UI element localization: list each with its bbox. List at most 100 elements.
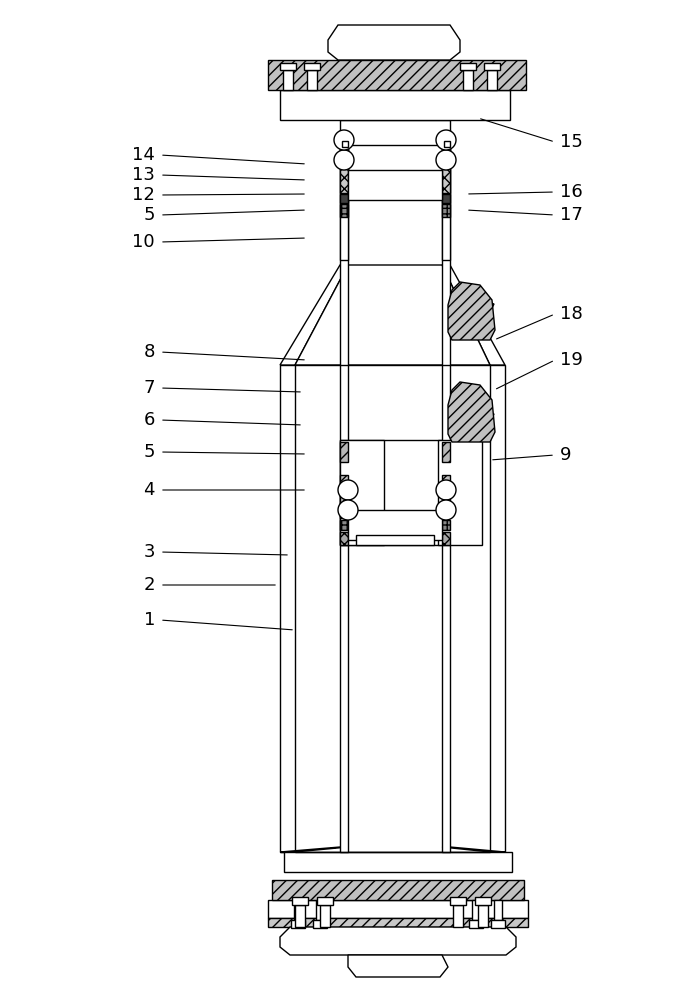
Text: 9: 9 <box>560 446 571 464</box>
Bar <box>442 204 450 217</box>
Bar <box>340 145 348 260</box>
Bar <box>307 70 317 90</box>
Bar <box>484 63 500 70</box>
Polygon shape <box>448 282 495 340</box>
Text: 4: 4 <box>143 481 155 499</box>
Polygon shape <box>348 955 448 977</box>
Polygon shape <box>295 265 490 365</box>
Text: 17: 17 <box>560 206 583 224</box>
Bar <box>313 920 327 928</box>
Bar <box>283 70 293 90</box>
Bar <box>469 920 483 928</box>
Text: 2: 2 <box>143 576 155 594</box>
Bar <box>340 204 348 217</box>
Circle shape <box>436 500 456 520</box>
Bar <box>442 532 450 545</box>
Bar <box>340 532 348 545</box>
Bar <box>268 918 528 927</box>
Polygon shape <box>442 847 505 852</box>
Bar <box>348 170 442 200</box>
Bar <box>280 365 295 852</box>
Bar <box>442 145 450 167</box>
Polygon shape <box>280 847 348 852</box>
Bar <box>340 169 348 193</box>
Bar <box>317 897 333 905</box>
Bar <box>272 880 524 900</box>
Bar <box>490 365 505 852</box>
Bar <box>463 70 473 90</box>
Bar <box>442 145 450 260</box>
Text: 15: 15 <box>560 133 583 151</box>
Circle shape <box>436 150 456 170</box>
Bar <box>494 900 502 920</box>
Text: 6: 6 <box>144 411 155 429</box>
Circle shape <box>436 130 456 150</box>
Polygon shape <box>442 265 505 365</box>
Polygon shape <box>455 402 494 422</box>
Bar <box>304 63 320 70</box>
Text: 16: 16 <box>560 183 582 201</box>
Bar <box>340 475 348 507</box>
Text: 8: 8 <box>144 343 155 361</box>
Bar <box>442 475 450 507</box>
Text: 10: 10 <box>132 233 155 251</box>
Text: 13: 13 <box>132 166 155 184</box>
Bar <box>475 897 491 905</box>
Bar <box>442 194 450 203</box>
Circle shape <box>436 480 456 500</box>
Circle shape <box>338 500 358 520</box>
Polygon shape <box>328 25 460 60</box>
Bar <box>340 520 348 530</box>
Bar <box>295 905 305 927</box>
Bar <box>491 920 505 928</box>
Bar <box>268 900 528 918</box>
Bar <box>340 510 348 518</box>
Bar <box>320 905 330 927</box>
Bar <box>340 130 348 852</box>
Text: 14: 14 <box>132 146 155 164</box>
Bar <box>442 442 450 462</box>
Text: 5: 5 <box>143 443 155 461</box>
Bar <box>280 63 296 70</box>
Circle shape <box>334 130 354 150</box>
Circle shape <box>334 150 354 170</box>
Text: 5: 5 <box>143 206 155 224</box>
Text: 7: 7 <box>143 379 155 397</box>
Bar <box>438 440 482 545</box>
Bar <box>340 440 384 545</box>
Bar <box>442 510 450 518</box>
Circle shape <box>338 480 358 500</box>
Text: 18: 18 <box>560 305 582 323</box>
Bar <box>444 141 450 147</box>
Bar <box>450 897 466 905</box>
Bar <box>478 905 488 927</box>
Bar <box>340 440 442 545</box>
Polygon shape <box>280 265 348 365</box>
Polygon shape <box>448 382 495 442</box>
Bar <box>348 510 442 540</box>
Bar <box>487 70 497 90</box>
Polygon shape <box>280 927 516 955</box>
Bar <box>460 63 476 70</box>
Text: 3: 3 <box>143 543 155 561</box>
Bar <box>340 194 348 203</box>
Text: 19: 19 <box>560 351 583 369</box>
Bar <box>340 120 450 145</box>
Bar <box>442 520 450 530</box>
Bar <box>268 60 526 90</box>
Text: 12: 12 <box>132 186 155 204</box>
Bar <box>294 900 302 920</box>
Bar <box>356 535 434 545</box>
Bar <box>472 900 480 920</box>
Bar <box>316 900 324 920</box>
Bar <box>280 90 510 120</box>
Bar <box>340 145 348 167</box>
Bar <box>284 852 512 872</box>
Text: 1: 1 <box>144 611 155 629</box>
Polygon shape <box>455 292 494 312</box>
Bar <box>442 130 450 852</box>
Bar <box>291 920 305 928</box>
Bar <box>292 897 308 905</box>
Bar <box>453 905 463 927</box>
Bar <box>442 169 450 193</box>
